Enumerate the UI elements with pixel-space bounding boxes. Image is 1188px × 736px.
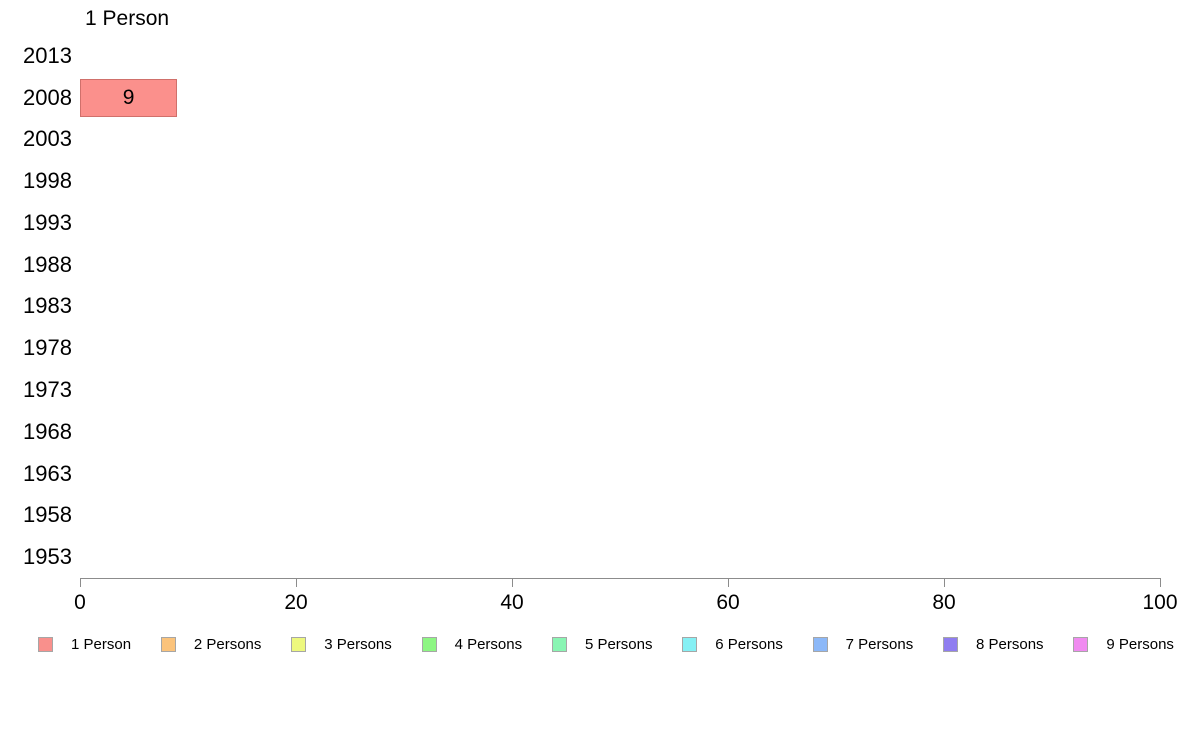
legend-swatch xyxy=(943,636,959,652)
legend-swatch xyxy=(1073,636,1089,652)
legend-item-3-persons: 3 Persons xyxy=(291,636,392,653)
plot-row-1973 xyxy=(80,369,1160,411)
x-tick-label-40: 40 xyxy=(500,591,524,614)
legend-item-9-persons: 9 Persons xyxy=(1073,636,1174,653)
y-tick-label-1968: 1968 xyxy=(23,418,72,444)
x-tick-label-0: 0 xyxy=(74,591,86,614)
legend-item-8-persons: 8 Persons xyxy=(943,636,1044,653)
plot-row-1988 xyxy=(80,244,1160,286)
plot-row-2003 xyxy=(80,119,1160,161)
y-tick-label-1988: 1988 xyxy=(23,251,72,277)
legend-swatch xyxy=(812,636,828,652)
plot-row-1998 xyxy=(80,160,1160,202)
legend-item-6-persons: 6 Persons xyxy=(682,636,783,653)
y-tick-label-2008: 2008 xyxy=(23,84,72,110)
legend-item-4-persons: 4 Persons xyxy=(421,635,523,653)
y-tick-label-1983: 1983 xyxy=(23,293,72,319)
y-tick-label-1953: 1953 xyxy=(23,544,72,570)
legend-label: 9 Persons xyxy=(1106,635,1174,653)
x-tick-mark xyxy=(512,579,513,587)
legend-swatch xyxy=(38,636,53,652)
x-tick-label-80: 80 xyxy=(932,591,956,614)
x-tick-mark xyxy=(728,579,729,587)
x-tick-mark xyxy=(296,579,297,587)
y-tick-label-1958: 1958 xyxy=(23,502,72,528)
legend-item-7-persons: 7 Persons xyxy=(812,635,914,653)
x-tick-mark xyxy=(944,579,945,587)
legend: 1 Person 2 Persons 3 Persons 4 Persons 5 Per… xyxy=(0,631,1188,657)
legend-item-2-persons: 2 Persons xyxy=(160,635,262,653)
plot-area: 9 xyxy=(80,35,1160,578)
legend-swatch xyxy=(551,636,567,652)
y-tick-label-1998: 1998 xyxy=(23,168,72,194)
plot-row-1963 xyxy=(80,453,1160,495)
x-tick-mark xyxy=(80,579,81,587)
legend-swatch xyxy=(682,636,698,652)
y-tick-label-2003: 2003 xyxy=(23,126,72,152)
legend-label: 5 Persons xyxy=(584,635,653,653)
plot-row-1993 xyxy=(80,202,1160,244)
legend-item-1-person: 1 Person xyxy=(38,636,131,653)
legend-swatch xyxy=(160,636,176,652)
legend-label: 2 Persons xyxy=(193,635,262,653)
legend-label: 7 Persons xyxy=(845,635,914,653)
plot-row-1968 xyxy=(80,411,1160,453)
legend-label: 6 Persons xyxy=(715,635,783,653)
plot-row-1958 xyxy=(80,494,1160,536)
plot-row-1983 xyxy=(80,286,1160,328)
legend-swatch xyxy=(291,636,307,652)
x-tick-mark xyxy=(1160,579,1161,587)
legend-label: 1 Person xyxy=(71,635,132,653)
y-tick-label-1978: 1978 xyxy=(23,335,72,361)
y-tick-label-1973: 1973 xyxy=(23,377,72,402)
legend-swatch xyxy=(421,636,437,652)
x-tick-label-100: 100 xyxy=(1142,591,1178,614)
legend-label: 4 Persons xyxy=(454,635,523,653)
x-tick-label-60: 60 xyxy=(716,591,740,614)
y-tick-label-1993: 1993 xyxy=(23,209,72,235)
plot-row-1978 xyxy=(80,327,1160,369)
bar-value-label: 9 xyxy=(122,85,135,109)
legend-item-5-persons: 5 Persons xyxy=(551,635,653,653)
bar-2008: 9 xyxy=(80,78,178,117)
legend-label: 8 Persons xyxy=(976,635,1044,653)
x-axis: 0 20 40 60 80 100 xyxy=(74,578,1178,623)
plot-row-2008: 9 xyxy=(80,77,1160,119)
y-tick-label-1963: 1963 xyxy=(23,460,72,486)
chart-title: 1 Person xyxy=(85,7,170,30)
y-tick-label-2013: 2013 xyxy=(23,42,72,68)
y-axis-labels: 2013 2008 2003 1998 1993 1988 1983 1978 1973 1968… xyxy=(0,35,72,578)
plot-row-1953 xyxy=(80,536,1160,578)
x-tick-label-20: 20 xyxy=(284,591,308,614)
plot-row-2013 xyxy=(80,35,1160,77)
legend-label: 3 Persons xyxy=(324,635,392,653)
